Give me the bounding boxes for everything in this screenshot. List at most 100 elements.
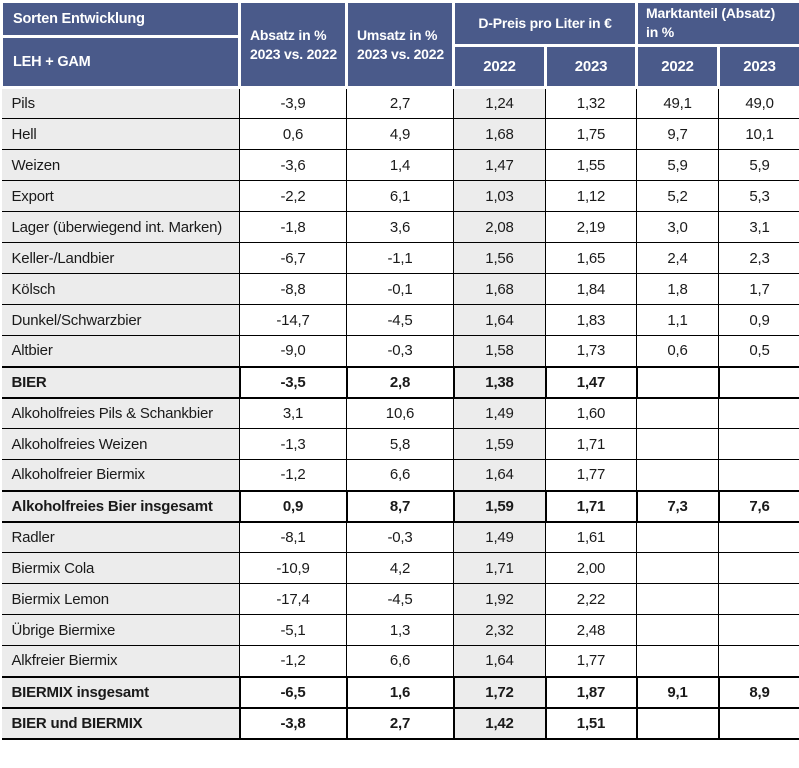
- cell-absatz: -3,6: [239, 149, 347, 181]
- header-umsatz: Umsatz in % 2023 vs. 2022: [345, 0, 455, 89]
- cell-marktanteil-2022: [636, 645, 720, 677]
- cell-umsatz: 2,7: [346, 87, 454, 119]
- cell-dpreis-2023: 2,22: [544, 583, 638, 615]
- cell-dpreis-2022: 2,08: [453, 211, 546, 243]
- cell-absatz: -3,5: [238, 365, 348, 399]
- cell-marktanteil-2023: 5,9: [718, 149, 799, 181]
- row-label: Pils: [1, 87, 240, 119]
- cell-umsatz: 10,6: [346, 397, 454, 429]
- cell-umsatz: 1,4: [346, 149, 454, 181]
- row-label: Lager (überwiegend int. Marken): [1, 211, 240, 243]
- cell-dpreis-2023: 2,19: [544, 211, 638, 243]
- cell-marktanteil-2023: 2,3: [718, 242, 799, 274]
- cell-marktanteil-2022: [636, 583, 720, 615]
- cell-marktanteil-2022: [636, 397, 720, 429]
- cell-umsatz: -4,5: [346, 583, 454, 615]
- cell-absatz: 0,6: [239, 118, 347, 150]
- table-body: Pils -3,9 2,7 1,24 1,32 49,1 49,0 Hell 0…: [1, 87, 799, 740]
- cell-dpreis-2022: 1,49: [453, 397, 546, 429]
- cell-dpreis-2022: 1,58: [453, 335, 546, 367]
- row-label: Biermix Cola: [1, 552, 240, 584]
- cell-marktanteil-2023: 5,3: [718, 180, 799, 212]
- cell-absatz: -8,8: [239, 273, 347, 305]
- cell-marktanteil-2022: [636, 614, 720, 646]
- cell-dpreis-2022: 1,47: [453, 149, 546, 181]
- cell-marktanteil-2022: [636, 521, 720, 553]
- cell-marktanteil-2022: 5,9: [636, 149, 720, 181]
- cell-umsatz: 3,6: [346, 211, 454, 243]
- cell-dpreis-2023: 1,65: [544, 242, 638, 274]
- cell-umsatz: 6,1: [346, 180, 454, 212]
- cell-dpreis-2023: 1,73: [544, 335, 638, 367]
- cell-umsatz: 1,6: [345, 675, 455, 709]
- row-label: BIER: [1, 365, 241, 399]
- row-label: Kölsch: [1, 273, 240, 305]
- cell-marktanteil-2022: [635, 365, 720, 399]
- cell-absatz: -2,2: [239, 180, 347, 212]
- cell-marktanteil-2022: 5,2: [636, 180, 720, 212]
- table-row: Übrige Biermixe -5,1 1,3 2,32 2,48: [1, 614, 799, 646]
- cell-dpreis-2023: 1,87: [544, 675, 638, 709]
- cell-marktanteil-2023: [718, 397, 799, 429]
- cell-absatz: -3,8: [238, 706, 348, 740]
- table-header: Sorten Entwicklung LEH + GAM Absatz in %…: [0, 0, 799, 90]
- cell-absatz: -6,7: [239, 242, 347, 274]
- header-subtitle-leh-gam: LEH + GAM: [13, 54, 91, 70]
- cell-umsatz: 8,7: [345, 489, 455, 523]
- cell-marktanteil-2023: 8,9: [717, 675, 799, 709]
- cell-umsatz: 1,3: [346, 614, 454, 646]
- cell-dpreis-2023: 1,75: [544, 118, 638, 150]
- cell-umsatz: 2,7: [345, 706, 455, 740]
- subheader-dpreis-2023: 2023: [543, 43, 639, 90]
- row-label: Hell: [1, 118, 240, 150]
- cell-dpreis-2022: 1,71: [453, 552, 546, 584]
- row-label: Übrige Biermixe: [1, 614, 240, 646]
- cell-dpreis-2023: 1,84: [544, 273, 638, 305]
- cell-umsatz: 4,9: [346, 118, 454, 150]
- cell-dpreis-2022: 1,03: [453, 180, 546, 212]
- cell-marktanteil-2022: [636, 428, 720, 460]
- cell-absatz: -1,3: [239, 428, 347, 460]
- table-row: Weizen -3,6 1,4 1,47 1,55 5,9 5,9: [1, 149, 799, 181]
- header-marktanteil-group: Marktanteil (Absatz) in %: [635, 0, 799, 47]
- cell-marktanteil-2022: 49,1: [636, 87, 720, 119]
- table-row: BIERMIX insgesamt -6,5 1,6 1,72 1,87 9,1…: [1, 675, 799, 709]
- cell-dpreis-2023: 1,71: [544, 489, 638, 523]
- row-label: Radler: [1, 521, 240, 553]
- cell-absatz: -10,9: [239, 552, 347, 584]
- table-row: Biermix Lemon -17,4 -4,5 1,92 2,22: [1, 583, 799, 615]
- row-label: Altbier: [1, 335, 240, 367]
- header-sorten-leh-gam: Sorten Entwicklung LEH + GAM: [0, 0, 241, 89]
- cell-marktanteil-2023: [718, 428, 799, 460]
- cell-marktanteil-2022: 9,1: [635, 675, 720, 709]
- cell-marktanteil-2022: 1,1: [636, 304, 720, 336]
- cell-dpreis-2022: 1,64: [453, 459, 546, 491]
- cell-dpreis-2022: 1,64: [453, 304, 546, 336]
- cell-dpreis-2022: 1,42: [452, 706, 547, 740]
- cell-umsatz: -0,3: [346, 521, 454, 553]
- row-label: Alkoholfreies Bier insgesamt: [1, 489, 241, 523]
- cell-dpreis-2022: 1,64: [453, 645, 546, 677]
- cell-umsatz: -0,1: [346, 273, 454, 305]
- row-label: Alkoholfreier Biermix: [1, 459, 240, 491]
- cell-marktanteil-2023: [718, 583, 799, 615]
- cell-absatz: 3,1: [239, 397, 347, 429]
- table-row: Biermix Cola -10,9 4,2 1,71 2,00: [1, 552, 799, 584]
- cell-marktanteil-2023: [718, 459, 799, 491]
- table-row: BIER -3,5 2,8 1,38 1,47: [1, 365, 799, 399]
- cell-absatz: -9,0: [239, 335, 347, 367]
- cell-dpreis-2023: 1,61: [544, 521, 638, 553]
- cell-dpreis-2023: 1,47: [544, 365, 638, 399]
- table-row: Alkoholfreies Weizen -1,3 5,8 1,59 1,71: [1, 428, 799, 460]
- table-row: Export -2,2 6,1 1,03 1,12 5,2 5,3: [1, 180, 799, 212]
- cell-dpreis-2022: 1,56: [453, 242, 546, 274]
- cell-dpreis-2023: 1,60: [544, 397, 638, 429]
- cell-absatz: -6,5: [238, 675, 348, 709]
- table-row: Hell 0,6 4,9 1,68 1,75 9,7 10,1: [1, 118, 799, 150]
- cell-marktanteil-2023: [718, 552, 799, 584]
- cell-umsatz: 5,8: [346, 428, 454, 460]
- row-label: Keller-/Landbier: [1, 242, 240, 274]
- row-label: Alkoholfreies Weizen: [1, 428, 240, 460]
- cell-marktanteil-2022: 2,4: [636, 242, 720, 274]
- cell-dpreis-2022: 1,38: [452, 365, 547, 399]
